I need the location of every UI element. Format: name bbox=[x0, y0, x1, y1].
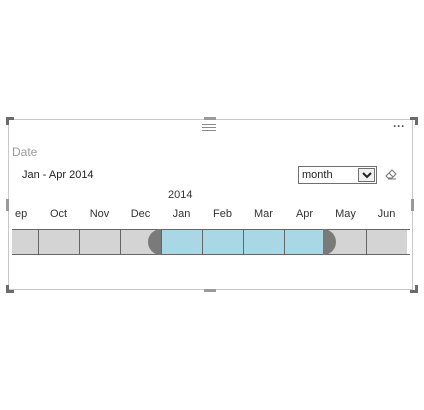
month-label-apr: Apr bbox=[295, 208, 314, 220]
dropdown-button[interactable] bbox=[358, 168, 375, 182]
granularity-value: month bbox=[302, 169, 333, 181]
resize-handle-left[interactable] bbox=[6, 199, 9, 211]
month-label-mar: Mar bbox=[254, 208, 273, 220]
year-label: 2014 bbox=[168, 189, 193, 201]
timeline-slicer-visual bbox=[8, 119, 413, 290]
timeline-cell-oct[interactable] bbox=[38, 229, 79, 255]
selected-range-label: Jan - Apr 2014 bbox=[22, 169, 94, 181]
resize-handle-top-left[interactable] bbox=[6, 117, 14, 125]
timeline-cell-jun[interactable] bbox=[366, 229, 407, 255]
range-start-handle[interactable] bbox=[148, 229, 161, 255]
timeline-cell-jan[interactable] bbox=[161, 229, 202, 255]
month-label-feb: Feb bbox=[213, 208, 232, 220]
resize-handle-top[interactable] bbox=[204, 117, 216, 120]
more-options-icon[interactable]: ··· bbox=[393, 119, 405, 133]
timeline-cell-feb[interactable] bbox=[202, 229, 243, 255]
resize-handle-top-right[interactable] bbox=[410, 117, 418, 125]
timeline-cell-apr[interactable] bbox=[284, 229, 325, 255]
month-label-sep: Sep bbox=[7, 208, 28, 220]
month-label-dec: Dec bbox=[130, 208, 151, 220]
month-label-oct: Oct bbox=[49, 208, 68, 220]
resize-handle-bottom-right[interactable] bbox=[410, 285, 418, 293]
timeline-cell-sep[interactable] bbox=[12, 229, 38, 255]
month-label-may: May bbox=[335, 208, 356, 220]
chevron-down-icon bbox=[362, 172, 372, 179]
month-label-nov: Nov bbox=[89, 208, 110, 220]
slicer-title: Date bbox=[12, 145, 38, 159]
resize-handle-right[interactable] bbox=[411, 199, 414, 211]
timeline-cell-mar[interactable] bbox=[243, 229, 284, 255]
timeline-bar[interactable] bbox=[12, 229, 410, 255]
month-label-jun: Jun bbox=[377, 208, 396, 220]
month-label-jan: Jan bbox=[172, 208, 191, 220]
resize-handle-bottom-left[interactable] bbox=[6, 285, 14, 293]
eraser-icon[interactable] bbox=[384, 167, 398, 181]
resize-handle-bottom[interactable] bbox=[204, 289, 216, 292]
granularity-dropdown[interactable]: month bbox=[298, 166, 377, 184]
range-end-handle[interactable] bbox=[323, 229, 336, 255]
timeline-cell-nov[interactable] bbox=[79, 229, 120, 255]
drag-grip-icon[interactable] bbox=[202, 124, 216, 131]
